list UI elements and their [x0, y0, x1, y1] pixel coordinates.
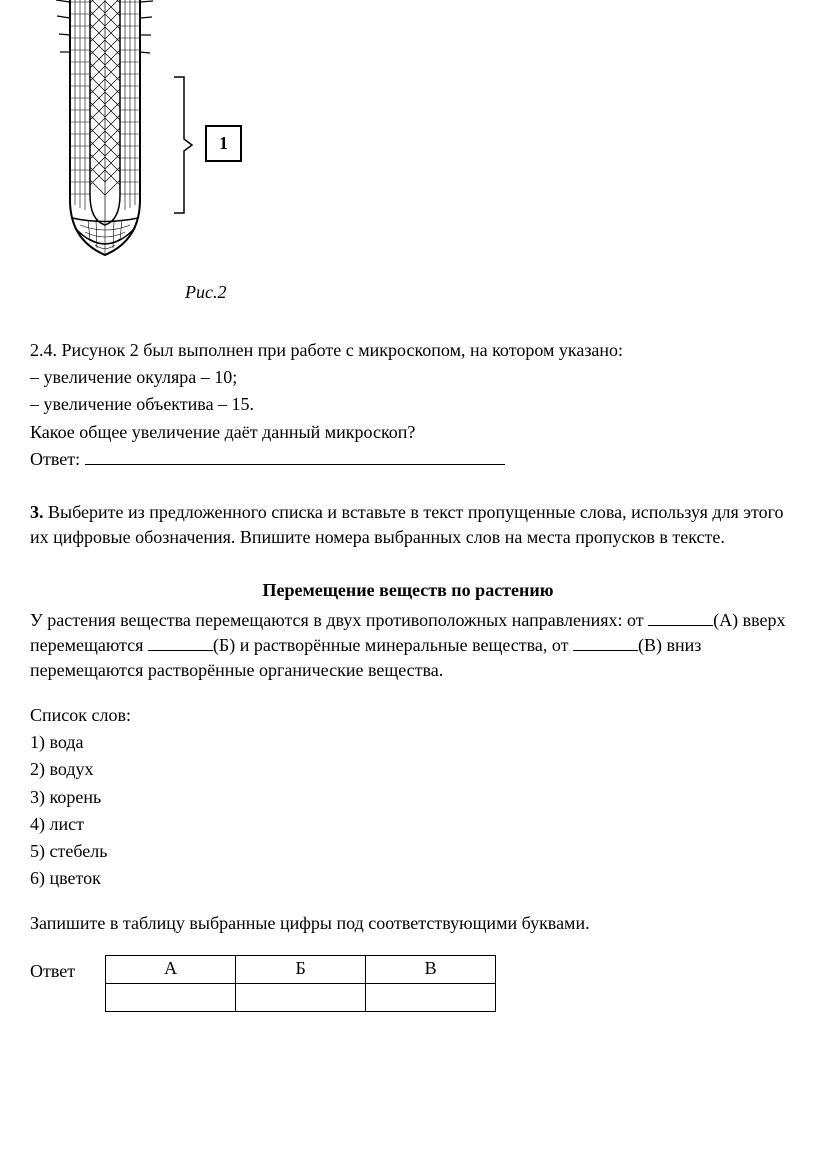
header-C: В: [366, 955, 496, 983]
cell-C[interactable]: [366, 983, 496, 1011]
answer-table-area: Ответ А Б В: [30, 955, 786, 1012]
answer-label: Ответ: [30, 955, 75, 984]
bracket-icon: [170, 75, 200, 215]
task3-title: Перемещение веществ по растению: [30, 578, 786, 603]
answer-table: А Б В: [105, 955, 496, 1012]
figure-area: 1 Рис.2: [30, 0, 786, 310]
text-part1: У растения вещества перемещаются в двух …: [30, 610, 648, 630]
option-3: 3) корень: [30, 785, 786, 810]
word-list: Список слов: 1) вода 2) водух 3) корень …: [30, 703, 786, 891]
task3-number: 3.: [30, 502, 44, 522]
list-label: Список слов:: [30, 703, 786, 728]
option-5: 5) стебель: [30, 839, 786, 864]
task24-intro: Рисунок 2 был выполнен при работе с микр…: [62, 340, 624, 360]
task-3: 3. Выберите из предложенного списка и вс…: [30, 500, 786, 1012]
option-6: 6) цветок: [30, 866, 786, 891]
blank-C[interactable]: [573, 650, 638, 651]
header-B: Б: [236, 955, 366, 983]
blank-B[interactable]: [148, 650, 213, 651]
task24-question: Какое общее увеличение даёт данный микро…: [30, 420, 786, 445]
figure-label-box: 1: [205, 125, 242, 162]
cell-B[interactable]: [236, 983, 366, 1011]
cell-A[interactable]: [106, 983, 236, 1011]
task24-line1: – увеличение окуляра – 10;: [30, 365, 786, 390]
option-2: 2) водух: [30, 757, 786, 782]
text-B: (Б) и растворённые минеральные вещества,…: [213, 635, 573, 655]
answer-blank-2-4[interactable]: [85, 464, 505, 465]
figure-label-number: 1: [219, 133, 228, 153]
task24-line2: – увеличение объектива – 15.: [30, 392, 786, 417]
blank-A[interactable]: [648, 625, 713, 626]
task3-instruction: Выберите из предложенного списка и встав…: [30, 502, 784, 547]
task3-fill-text: У растения вещества перемещаются в двух …: [30, 608, 786, 684]
task-2-4: 2.4. Рисунок 2 был выполнен при работе с…: [30, 338, 786, 472]
task24-number: 2.4.: [30, 340, 57, 360]
root-tip-diagram: [40, 0, 170, 280]
figure-caption: Рис.2: [185, 280, 226, 305]
header-A: А: [106, 955, 236, 983]
option-4: 4) лист: [30, 812, 786, 837]
option-1: 1) вода: [30, 730, 786, 755]
task24-answer-label: Ответ:: [30, 449, 80, 469]
table-instruction: Запишите в таблицу выбранные цифры под с…: [30, 911, 786, 936]
